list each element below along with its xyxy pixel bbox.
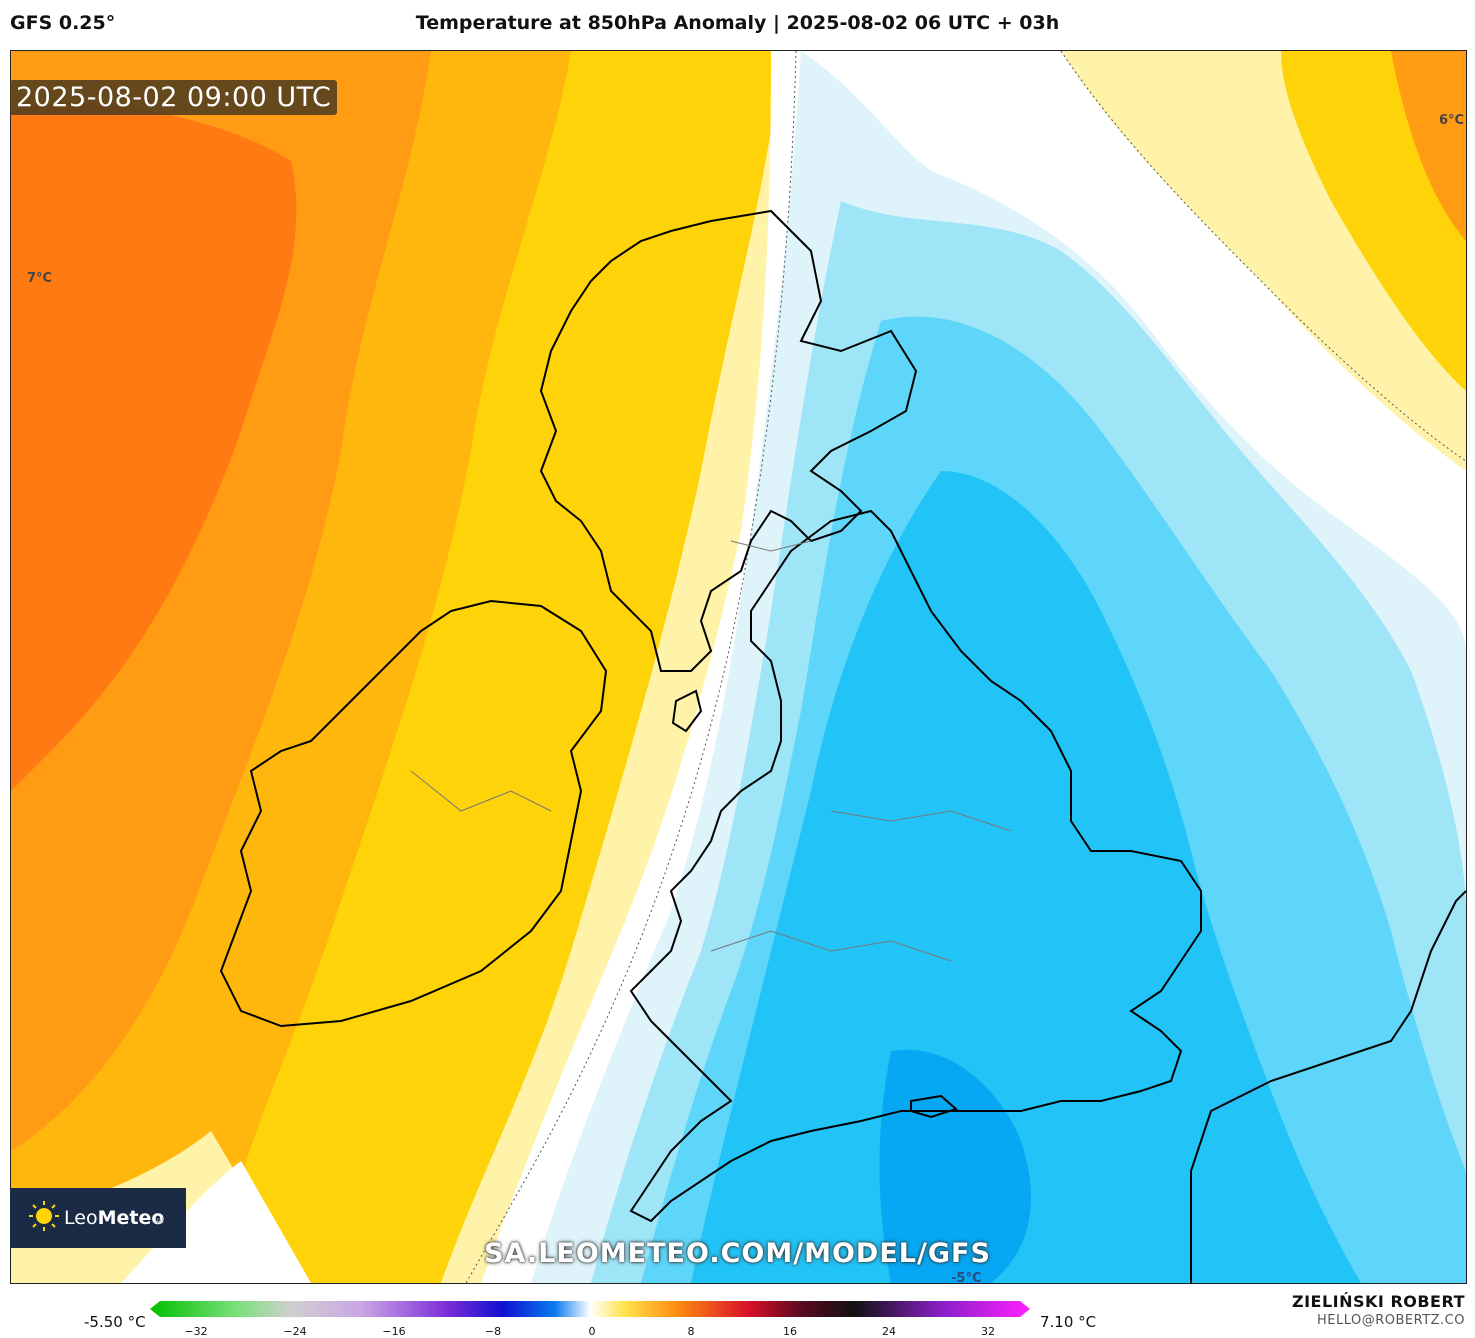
leometeo-logo[interactable]: LeoMeteo .pl xyxy=(10,1188,186,1248)
dark-orange-zone xyxy=(11,103,297,791)
border-line xyxy=(410,770,552,812)
legend-tick: 24 xyxy=(882,1325,896,1338)
color-scale-legend: -5.50 °C −32 −24 −16 − xyxy=(0,1295,1475,1338)
temperature-label-northeast: 6°C xyxy=(1439,113,1465,128)
legend-tick: 0 xyxy=(588,1325,596,1338)
legend-tick: −8 xyxy=(484,1325,502,1338)
temperature-label-south: -5°C xyxy=(951,1271,982,1284)
zero-contour-east xyxy=(1060,51,1466,462)
legend-min-label: -5.50 °C xyxy=(84,1313,146,1331)
legend-tick: 16 xyxy=(783,1325,797,1338)
scotland-coastline xyxy=(539,209,918,672)
border-line xyxy=(730,540,812,552)
continent-coastline xyxy=(1190,890,1466,1283)
isle-of-wight xyxy=(910,1094,958,1119)
temperature-anomaly-map[interactable]: 7°C 6°C -5°C xyxy=(10,50,1467,1284)
border-line xyxy=(710,930,952,962)
legend-tick: 32 xyxy=(981,1325,995,1338)
great-britain-coastline xyxy=(629,509,1202,1223)
white-sw xyxy=(121,1161,311,1283)
model-label: GFS 0.25° xyxy=(10,12,116,34)
sun-icon xyxy=(29,1201,59,1231)
ireland-coastline xyxy=(219,599,608,1028)
legend-tick: −32 xyxy=(184,1325,208,1338)
blue-zone xyxy=(691,471,1361,1283)
temperature-label-west: 7°C xyxy=(27,271,53,286)
color-scale-bar xyxy=(150,1301,1030,1317)
legend-tick: −16 xyxy=(382,1325,406,1338)
zero-contour-west xyxy=(465,51,797,1283)
color-scale-gradient xyxy=(150,1301,1030,1317)
logo-text: LeoMeteo xyxy=(64,1207,165,1229)
deep-blue-zone xyxy=(879,1049,1031,1283)
author-name: ZIELIŃSKI ROBERT xyxy=(1291,1292,1465,1311)
map-canvas xyxy=(11,51,1466,1283)
valid-time-badge: 2025-08-02 09:00 UTC xyxy=(10,80,338,115)
legend-max-label: 7.10 °C xyxy=(1040,1313,1097,1331)
map-title: Temperature at 850hPa Anomaly | 2025-08-… xyxy=(415,12,1060,34)
logo-suffix: .pl xyxy=(154,1216,164,1225)
legend-tick: −24 xyxy=(283,1325,307,1338)
author-email[interactable]: HELLO@ROBERTZ.CO xyxy=(1316,1313,1465,1328)
isle-of-man xyxy=(671,689,703,733)
border-line xyxy=(830,810,1012,832)
legend-tick: 8 xyxy=(687,1325,695,1338)
ne-orange xyxy=(1391,51,1466,241)
source-watermark: SA.LEOMETEO.COM/MODEL/GFS xyxy=(484,1238,991,1269)
